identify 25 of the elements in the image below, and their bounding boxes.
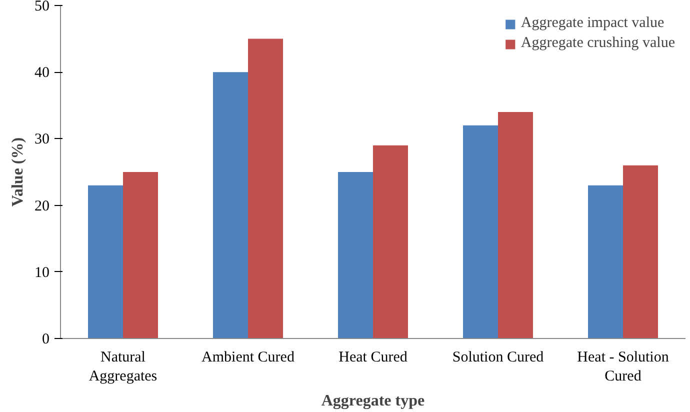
y-tick-label: 20	[34, 198, 50, 214]
y-tick-label: 0	[42, 332, 50, 348]
x-tick-label: Heat Cured	[338, 350, 408, 366]
legend-label: Aggregate crushing value	[520, 35, 675, 52]
bar	[588, 185, 623, 338]
x-tick-label: Solution Cured	[452, 350, 544, 366]
bar	[123, 172, 158, 338]
y-axis-title: Value (%)	[10, 137, 26, 207]
x-tick-label: Ambient Cured	[202, 350, 295, 366]
bar	[463, 125, 498, 338]
x-tick-label: Heat - Solution Cured	[577, 350, 670, 385]
x-tick-label: Natural Aggregates	[88, 350, 158, 385]
y-tick-label: 10	[34, 264, 50, 281]
bar	[498, 112, 533, 338]
bar	[248, 38, 283, 338]
y-tick-label: 50	[34, 0, 50, 14]
bar	[88, 185, 123, 338]
x-axis-title: Aggregate type	[321, 392, 425, 410]
legend-label: Aggregate impact value	[520, 15, 664, 32]
bar	[213, 72, 248, 338]
bar	[623, 165, 658, 338]
bar	[338, 172, 373, 338]
y-tick-label: 30	[34, 132, 50, 148]
bar	[373, 145, 408, 338]
y-tick-label: 40	[34, 65, 50, 82]
